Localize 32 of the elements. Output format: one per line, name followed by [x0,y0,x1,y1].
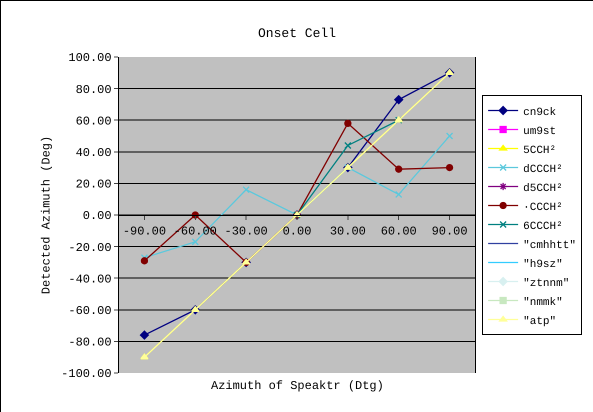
chart-title: Onset Cell [258,26,336,41]
x-tick-label: 30.00 [330,224,366,238]
y-tick-label: -60.00 [68,304,112,318]
legend-label: 5CCH² [523,144,556,157]
y-axis-title: Detected Azimuth (Deg) [39,136,54,294]
legend-label: cn9ck [523,106,557,119]
y-tick-label: -100.00 [61,367,112,382]
y-tick-label: 20.00 [76,178,112,192]
legend-label: ″atp″ [523,316,556,328]
legend-label: ″nmmk″ [523,296,563,309]
x-tick-label: 60.00 [380,224,417,238]
legend-label: 6CCCH² [523,220,563,233]
x-tick-label: 0.00 [282,224,312,238]
legend-label: ″h9sz″ [523,258,563,271]
x-tick-label: -30.00 [224,224,268,238]
legend-label: dCCCH² [523,164,563,176]
y-tick-label: 60.00 [76,114,112,128]
legend-label: ″ztnnm″ [523,278,570,290]
y-tick-label: 0.00 [82,209,112,224]
x-tick-label: -90.00 [122,224,166,238]
y-tick-label: 100.00 [68,51,112,66]
legend-label: um9st [523,126,556,138]
x-tick-label: 90.00 [432,224,468,238]
legend-label: ·CCCH² [523,202,563,214]
y-tick-label: -80.00 [68,336,112,350]
legend-label: d5CCH² [523,182,563,195]
y-tick-label: 80.00 [76,82,112,97]
y-tick-label: -40.00 [68,272,112,286]
x-axis-title: Azimuth of Speaktr (Dtg) [211,379,384,393]
legend-label: ″cmhhtt″ [523,240,576,252]
y-tick-label: 40.00 [76,146,112,160]
y-tick-label: -20.00 [68,240,112,255]
